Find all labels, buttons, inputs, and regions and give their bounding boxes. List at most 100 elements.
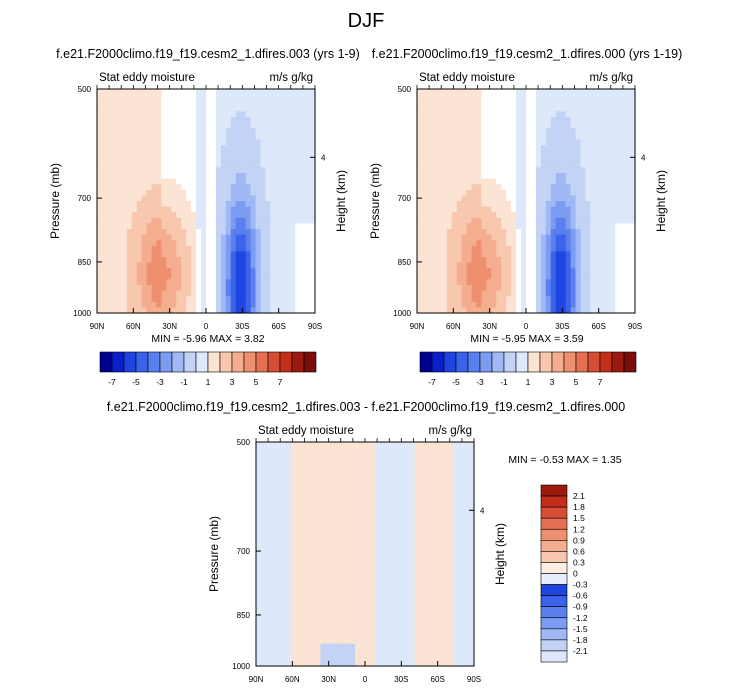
colorbar-label: 5	[574, 377, 579, 387]
contour-cell	[625, 279, 631, 286]
contour-cell	[97, 217, 103, 224]
contour-cell	[421, 268, 428, 275]
contour-cell	[196, 285, 202, 292]
contour-cell	[481, 201, 487, 208]
contour-cell	[320, 481, 326, 488]
contour-cell	[101, 189, 108, 196]
contour-cell	[240, 251, 247, 258]
contour-cell	[570, 139, 577, 146]
contour-cell	[384, 520, 391, 527]
contour-cell	[270, 307, 276, 314]
contour-cell	[315, 458, 322, 465]
contour-cell	[441, 240, 448, 247]
contour-cell	[275, 268, 281, 275]
contour-cell	[220, 167, 227, 174]
contour-cell	[511, 223, 517, 230]
contour-cell	[260, 150, 267, 157]
contour-cell	[340, 442, 346, 449]
contour-cell	[491, 122, 497, 129]
colorbar-label: 3	[230, 377, 235, 387]
contour-cell	[280, 206, 286, 213]
contour-cell	[535, 133, 542, 140]
contour-cell	[506, 234, 512, 241]
contour-cell	[290, 105, 296, 112]
contour-cell	[146, 94, 153, 101]
contour-cell	[417, 189, 423, 196]
contour-cell	[121, 268, 128, 275]
contour-cell	[540, 100, 547, 107]
contour-cell	[555, 290, 562, 297]
contour-cell	[300, 542, 307, 549]
contour-cell	[141, 189, 148, 196]
contour-cell	[196, 290, 202, 297]
contour-cell	[156, 285, 163, 292]
contour-cell	[560, 307, 567, 314]
contour-cell	[215, 156, 222, 163]
contour-cell	[196, 184, 202, 191]
contour-cell	[466, 301, 473, 308]
contour-cell	[350, 542, 356, 549]
contour-cell	[340, 548, 346, 555]
contour-cell	[280, 626, 287, 633]
contour-cell	[290, 100, 296, 107]
contour-cell	[545, 111, 552, 118]
contour-cell	[496, 89, 502, 96]
contour-cell	[590, 245, 596, 252]
contour-cell	[530, 212, 537, 219]
contour-cell	[550, 195, 557, 202]
contour-cell	[265, 156, 272, 163]
contour-cell	[310, 654, 317, 661]
contour-cell	[265, 576, 272, 583]
contour-cell	[225, 285, 232, 292]
contour-cell	[625, 189, 631, 196]
contour-cell	[131, 189, 138, 196]
contour-cell	[181, 217, 187, 224]
contour-cell	[399, 514, 406, 521]
contour-cell	[220, 285, 227, 292]
contour-cell	[256, 565, 262, 572]
contour-cell	[151, 290, 158, 297]
contour-cell	[101, 150, 108, 157]
contour-cell	[610, 184, 616, 191]
contour-cell	[630, 296, 636, 303]
contour-cell	[446, 245, 453, 252]
contour-cell	[417, 173, 423, 180]
contour-cell	[374, 458, 381, 465]
contour-cell	[151, 161, 158, 168]
contour-cell	[461, 245, 468, 252]
contour-cell	[590, 279, 596, 286]
contour-cell	[255, 212, 262, 219]
contour-cell	[335, 610, 341, 617]
contour-cell	[530, 105, 537, 112]
contour-cell	[521, 178, 527, 185]
contour-cell	[186, 234, 192, 241]
contour-cell	[280, 111, 286, 118]
contour-cell	[446, 133, 453, 140]
contour-cell	[285, 105, 291, 112]
contour-cell	[300, 285, 306, 292]
contour-cell	[369, 610, 376, 617]
contour-cell	[196, 117, 202, 124]
contour-cell	[285, 89, 291, 96]
contour-cell	[235, 133, 242, 140]
contour-cell	[181, 195, 187, 202]
contour-cell	[275, 458, 282, 465]
contour-cell	[575, 139, 582, 146]
contour-cell	[570, 217, 577, 224]
contour-cell	[235, 189, 242, 196]
contour-cell	[560, 117, 567, 124]
contour-cell	[275, 150, 281, 157]
contour-cell	[121, 156, 128, 163]
contour-cell	[389, 604, 396, 611]
contour-cell	[265, 498, 272, 505]
contour-cell	[600, 229, 606, 236]
contour-cell	[404, 531, 411, 538]
contour-cell	[399, 587, 406, 594]
contour-cell	[610, 229, 616, 236]
contour-cell	[575, 195, 582, 202]
contour-cell	[431, 223, 438, 230]
contour-cell	[210, 89, 217, 96]
contour-cell	[186, 128, 192, 135]
contour-cell	[275, 442, 282, 449]
contour-cell	[151, 133, 158, 140]
